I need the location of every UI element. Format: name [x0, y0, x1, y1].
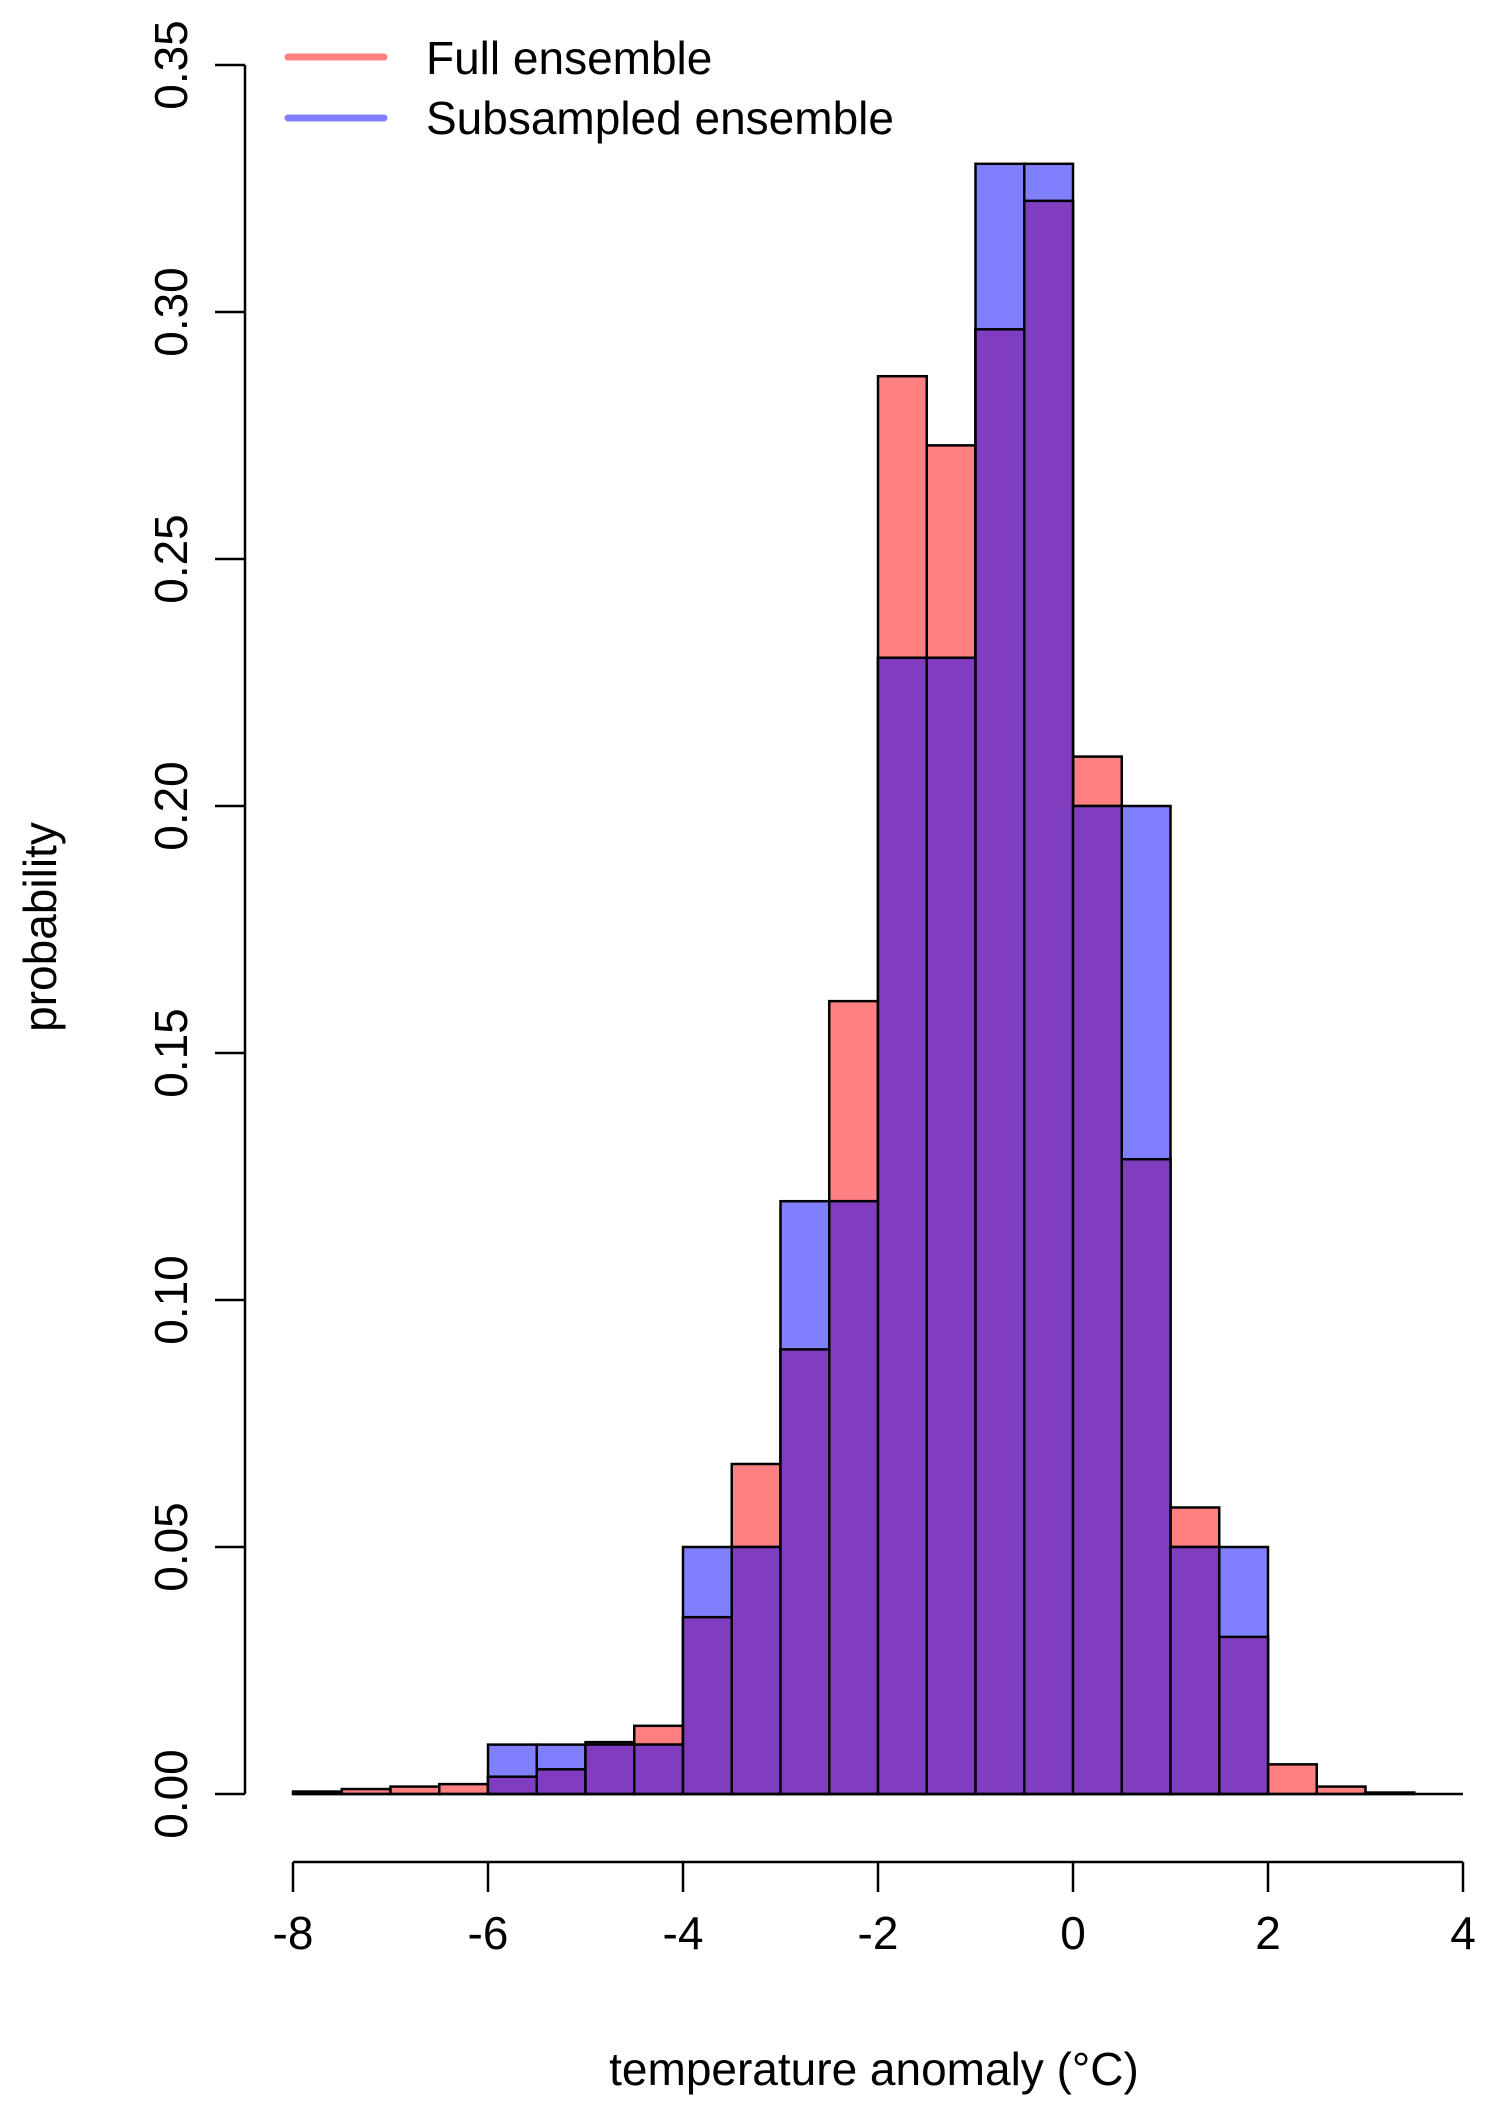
x-axis-label: temperature anomaly (°C) — [609, 2043, 1139, 2095]
overlap-bar — [1071, 804, 1123, 1796]
x-tick-label: 2 — [1255, 1907, 1281, 1959]
overlap-bar — [486, 1775, 538, 1796]
x-tick-label: -8 — [273, 1907, 314, 1959]
legend-label-full: Full ensemble — [426, 32, 712, 84]
overlap-bar — [535, 1768, 587, 1796]
overlap-bar — [974, 328, 1026, 1796]
overlap-bar — [1120, 1157, 1172, 1796]
overlap-bar — [730, 1545, 782, 1796]
y-tick-label: 0.15 — [145, 1008, 197, 1098]
overlap-bars — [293, 199, 1463, 1796]
x-tick-label: -2 — [858, 1907, 899, 1959]
x-tick-label: -4 — [663, 1907, 704, 1959]
overlap-bar — [1218, 1635, 1270, 1796]
y-tick-label: 0.35 — [145, 20, 197, 110]
full-ensemble-bar — [1266, 1763, 1318, 1796]
y-tick-label: 0.05 — [145, 1502, 197, 1592]
overlap-bar — [779, 1348, 831, 1796]
legend: Full ensemble Subsampled ensemble — [284, 32, 894, 144]
y-tick-label: 0.30 — [145, 267, 197, 357]
legend-label-subsampled: Subsampled ensemble — [426, 92, 894, 144]
y-axis: 0.00 0.05 0.10 0.15 0.20 0.25 0.30 0.35 — [145, 20, 247, 1839]
overlap-bar — [1023, 199, 1075, 1796]
overlap-bar — [633, 1743, 685, 1796]
x-tick-label: -6 — [468, 1907, 509, 1959]
y-tick-label: 0.20 — [145, 761, 197, 851]
y-tick-label: 0.25 — [145, 514, 197, 604]
overlap-bar — [925, 656, 977, 1796]
x-tick-label: 4 — [1450, 1907, 1476, 1959]
overlap-bar — [876, 656, 928, 1796]
y-axis-label: probability — [14, 822, 66, 1032]
y-tick-label: 0.10 — [145, 1255, 197, 1345]
x-axis: -8 -6 -4 -2 0 2 4 — [273, 1860, 1476, 1959]
overlap-bar — [828, 1199, 880, 1796]
x-tick-label: 0 — [1060, 1907, 1086, 1959]
overlap-bar — [584, 1743, 636, 1796]
overlap-bar — [681, 1615, 733, 1796]
y-tick-label: 0.00 — [145, 1749, 197, 1839]
overlap-bar — [1169, 1545, 1221, 1796]
full-ensemble-bar — [438, 1782, 490, 1796]
